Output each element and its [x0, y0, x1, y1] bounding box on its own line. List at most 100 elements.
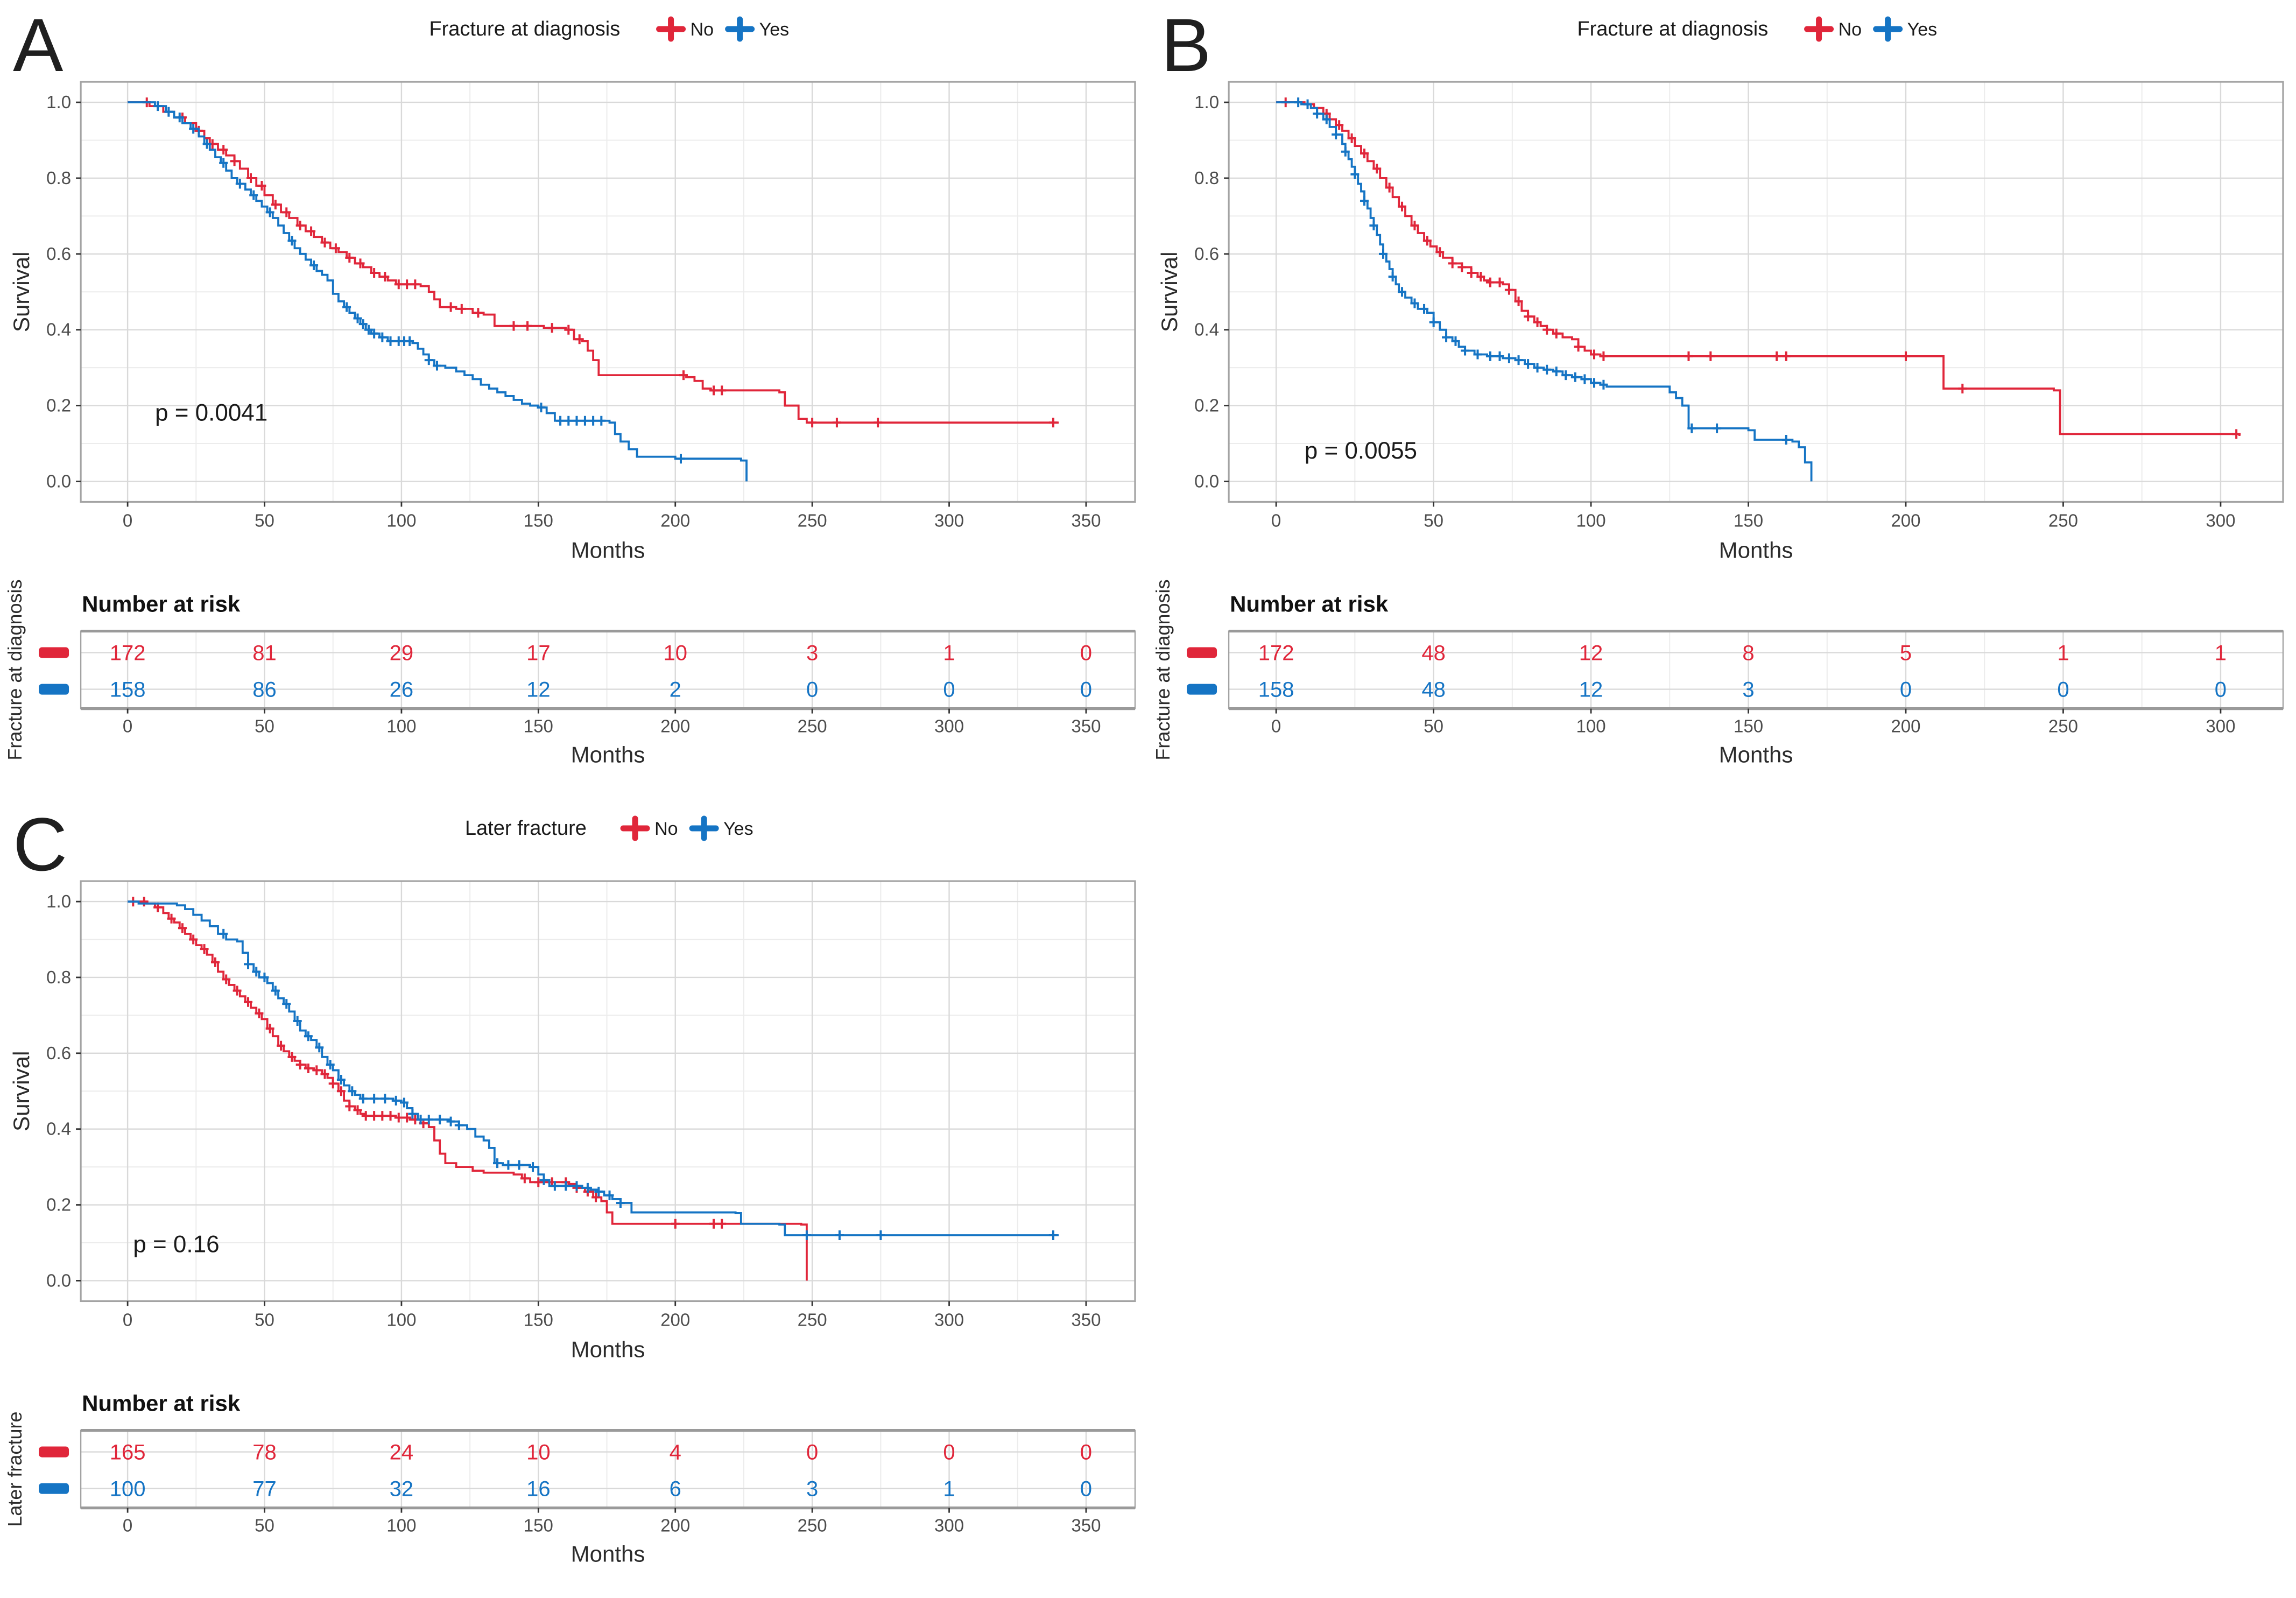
- km-curve-no: [128, 101, 1059, 424]
- risk-count: 4: [670, 1440, 681, 1464]
- risk-count: 24: [390, 1440, 414, 1464]
- x-axis: 0 50 100 150 200 250 300 Months: [1271, 502, 2235, 562]
- risk-table-title: Number at risk: [82, 1390, 241, 1416]
- p-value-label: p = 0.16: [133, 1231, 219, 1257]
- table-tick-label: 200: [660, 1515, 690, 1535]
- x-tick-label: 200: [1891, 510, 1920, 530]
- legend-item-label: Yes: [1907, 19, 1937, 40]
- panel-letter: C: [13, 802, 67, 886]
- risk-count: 29: [390, 642, 414, 665]
- x-tick-label: 0: [123, 1310, 132, 1329]
- risk-row-key-no: [1187, 647, 1217, 658]
- y-tick-label: 0.6: [46, 1043, 71, 1063]
- table-tick-label: 250: [798, 716, 827, 736]
- risk-count: 0: [1080, 1477, 1092, 1501]
- x-tick-label: 100: [1576, 510, 1606, 530]
- x-tick-label: 300: [2206, 510, 2235, 530]
- panel-c-svg: p = 0.160 50 100 150 200 250 300 350Months0.00.…: [0, 799, 1148, 1598]
- x-tick-label: 350: [1071, 510, 1101, 530]
- table-tick-label: 150: [524, 1515, 553, 1535]
- table-tick-label: 250: [2048, 716, 2078, 736]
- table-tick-label: 0: [123, 1515, 132, 1535]
- x-tick-label: 300: [934, 510, 964, 530]
- table-tick-label: 50: [1424, 716, 1443, 736]
- risk-count: 158: [110, 678, 146, 702]
- risk-count: 3: [806, 1477, 818, 1501]
- legend-title: Later fracture: [465, 817, 587, 840]
- y-tick-label: 1.0: [46, 92, 71, 112]
- legend: Later fracture No Yes: [465, 815, 753, 841]
- y-tick-label: 0.2: [46, 1194, 71, 1214]
- table-tick-label: 100: [1576, 716, 1606, 736]
- panel-background: [0, 799, 1148, 1598]
- legend-key-no-icon: [656, 16, 686, 42]
- table-tick-label: 0: [123, 716, 132, 736]
- legend-key-no-icon: [620, 815, 650, 841]
- y-tick-label: 0.6: [46, 244, 71, 264]
- risk-row-key-no: [39, 647, 69, 658]
- legend-item-label: Yes: [723, 819, 753, 839]
- panel-background: [1148, 0, 2296, 799]
- risk-count: 26: [390, 678, 414, 702]
- table-tick-label: 350: [1071, 716, 1101, 736]
- risk-count: 32: [390, 1477, 414, 1501]
- risk-count: 48: [1421, 642, 1446, 665]
- y-tick-label: 0.4: [1194, 320, 1219, 340]
- y-tick-label: 1.0: [1194, 92, 1219, 112]
- censor-marks-yes: [1294, 97, 1791, 445]
- legend-key-yes-icon: [689, 815, 719, 841]
- p-value-label: p = 0.0055: [1305, 438, 1417, 464]
- y-tick-label: 0.0: [46, 471, 71, 491]
- table-x-axis-title: Months: [571, 742, 645, 768]
- x-tick-label: 0: [1271, 510, 1281, 530]
- risk-table-strip-label: Later fracture: [4, 1411, 26, 1526]
- risk-count: 3: [806, 642, 818, 665]
- risk-count: 0: [2215, 678, 2227, 702]
- risk-count: 1: [2057, 642, 2069, 665]
- table-tick-label: 50: [255, 1515, 274, 1535]
- table-tick-label: 100: [386, 1515, 416, 1535]
- risk-count: 1: [943, 642, 955, 665]
- risk-count: 48: [1421, 678, 1446, 702]
- risk-row-key-yes: [39, 684, 69, 695]
- x-axis-title: Months: [571, 537, 645, 562]
- x-tick-label: 200: [660, 510, 690, 530]
- x-tick-label: 250: [798, 1310, 827, 1329]
- empty-cell: [1148, 799, 2296, 1598]
- x-axis-title: Months: [571, 1336, 645, 1362]
- legend-key-yes-icon: [1873, 16, 1903, 42]
- x-tick-label: 250: [2048, 510, 2078, 530]
- risk-count: 158: [1258, 678, 1294, 702]
- censor-marks-yes: [153, 101, 685, 464]
- risk-count: 0: [1080, 1440, 1092, 1464]
- panel-a: p = 0.0041 0 50 100 150 200 250 300 350 Months 0.0…: [0, 0, 1148, 799]
- y-tick-label: 0.8: [46, 967, 71, 987]
- risk-count: 0: [1080, 678, 1092, 702]
- km-curve-yes: [128, 101, 748, 482]
- x-tick-label: 150: [1734, 510, 1763, 530]
- y-axis-title: Survival: [1157, 252, 1182, 332]
- risk-table-strip-label: Fracture at diagnosis: [4, 579, 26, 760]
- risk-count: 12: [526, 678, 551, 702]
- risk-count: 1: [2215, 642, 2227, 665]
- y-axis: 0.0 0.2 0.4 0.6 0.8 1.0 Survival: [1157, 92, 1229, 491]
- x-tick-label: 350: [1071, 1310, 1101, 1329]
- legend-key-no-icon: [1804, 16, 1834, 42]
- legend: Fracture at diagnosis No Yes: [429, 16, 789, 42]
- y-axis-title: Survival: [9, 1051, 34, 1131]
- table-tick-label: 300: [934, 1515, 964, 1535]
- risk-count: 100: [110, 1477, 146, 1501]
- risk-count: 6: [670, 1477, 681, 1501]
- plot-border: [80, 880, 1136, 1302]
- y-axis: 0.0 0.2 0.4 0.6 0.8 1.0 Survival: [9, 891, 81, 1290]
- y-tick-label: 0.8: [1194, 168, 1219, 188]
- panel-letter: B: [1161, 3, 1211, 87]
- risk-count: 17: [526, 642, 551, 665]
- legend-key-yes-icon: [725, 16, 755, 42]
- legend: Fracture at diagnosis No Yes: [1577, 16, 1937, 42]
- risk-count: 12: [1579, 642, 1603, 665]
- x-axis: 0 50 100 150 200 250 300 350 Months: [123, 1301, 1101, 1362]
- risk-table: Number at risk Fracture at diagnosis 172 48…: [1152, 579, 2284, 768]
